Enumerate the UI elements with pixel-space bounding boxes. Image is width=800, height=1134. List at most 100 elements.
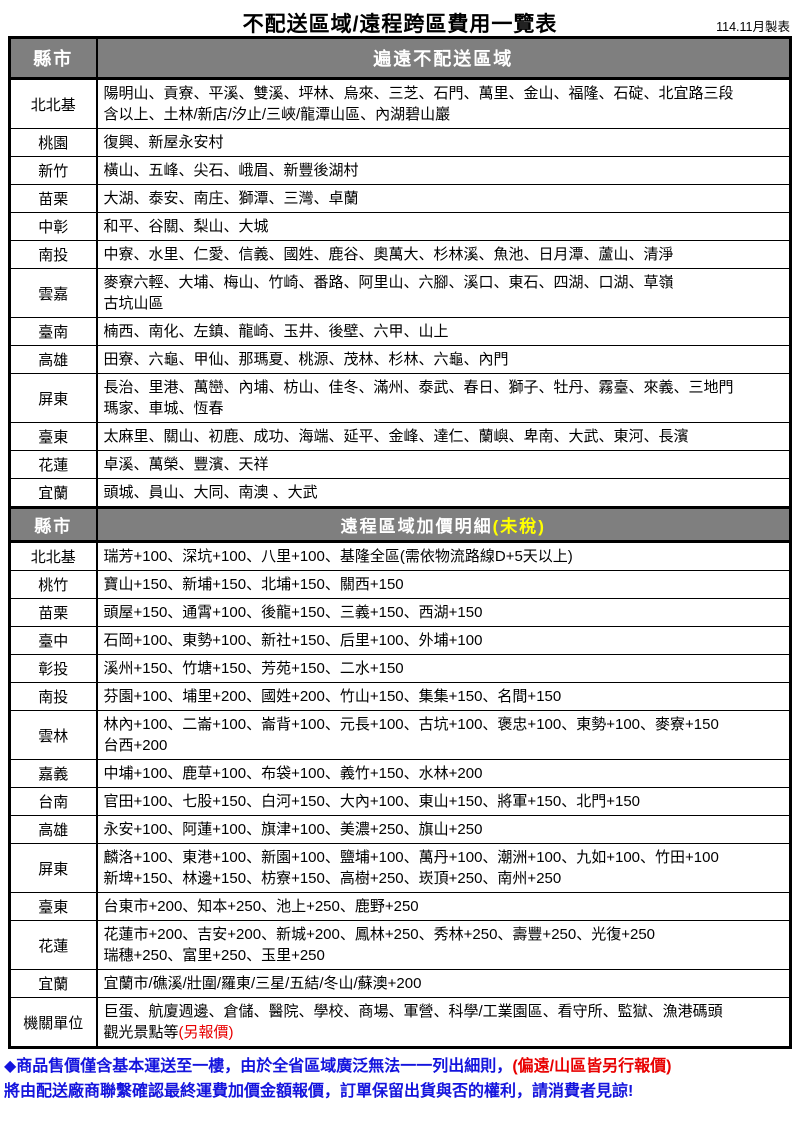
table-row: 南投 芬園+100、埔里+200、國姓+200、竹山+150、集集+150、名間+… (9, 682, 791, 711)
areas-text: 永安+100、阿蓮+100、旗津+100、美濃+250、旗山+250 (103, 821, 483, 838)
footer-line-2: 將由配送廠商聯繫確認最終運費加價金額報價，訂單保留出貨與否的權利，請消費者見諒! (4, 1083, 634, 1100)
table-row: 臺東 台東市+200、知本+250、池上+250、鹿野+250 (9, 892, 791, 921)
areas-text: 溪州+150、竹塘+150、芳苑+150、二水+150 (103, 660, 404, 677)
areas-cell: 陽明山、貢寮、平溪、雙溪、坪林、烏來、三芝、石門、萬里、金山、福隆、石碇、北宜路… (96, 78, 791, 129)
areas-cell: 寶山+150、新埔+150、北埔+150、關西+150 (96, 570, 791, 599)
county-cell: 南投 (9, 240, 98, 269)
areas-cell: 溪州+150、竹塘+150、芳苑+150、二水+150 (96, 654, 791, 683)
county-cell: 花蓮 (9, 920, 98, 970)
footer-line1-text: ◆商品售價僅含基本運送至一樓，由於全省區域廣泛無法一一列出細則， (4, 1058, 513, 1075)
table-row: 中彰 和平、谷關、梨山、大城 (9, 212, 791, 241)
areas-text: 芬園+100、埔里+200、國姓+200、竹山+150、集集+150、名間+15… (103, 688, 562, 705)
page-title: 不配送區域/遠程跨區費用一覽表 (242, 13, 558, 36)
county-cell: 南投 (9, 682, 98, 711)
title-bar: 不配送區域/遠程跨區費用一覽表 114.11月製表 (0, 0, 800, 36)
areas-cell: 麟洛+100、東港+100、新園+100、鹽埔+100、萬丹+100、潮洲+10… (96, 843, 791, 893)
surcharge-section: 縣市 遠程區域加價明細(未稅) 北北基 瑞芳+100、深坑+100、八里+100、… (9, 506, 791, 1048)
county-cell: 臺東 (9, 892, 98, 921)
county-header: 縣市 (9, 36, 98, 80)
areas-cell: 永安+100、阿蓮+100、旗津+100、美濃+250、旗山+250 (96, 815, 791, 844)
fee-table: 縣市 遍遠不配送區域 北北基 陽明山、貢寮、平溪、雙溪、坪林、烏來、三芝、石門、萬… (8, 36, 792, 1049)
county-cell: 宜蘭 (9, 969, 98, 998)
areas-cell: 太麻里、關山、初鹿、成功、海端、延平、金峰、達仁、蘭嶼、卑南、大武、東河、長濱 (96, 422, 791, 451)
no-delivery-header-row: 縣市 遍遠不配送區域 (9, 36, 791, 80)
areas-cell: 花蓮市+200、吉安+200、新城+200、鳳林+250、秀林+250、壽豐+2… (96, 920, 791, 970)
footer-line1-warning: (偏遠/山區皆另行報價) (512, 1058, 672, 1075)
table-row: 花蓮 卓溪、萬榮、豐濱、天祥 (9, 450, 791, 479)
county-cell: 宜蘭 (9, 478, 98, 508)
areas-text: 林內+100、二崙+100、崙背+100、元長+100、古坑+100、褒忠+10… (103, 716, 719, 754)
table-row: 屏東 長治、里港、萬巒、內埔、枋山、佳冬、滿州、泰武、春日、獅子、牡丹、霧臺、來義… (9, 373, 791, 423)
areas-text: 中寮、水里、仁愛、信義、國姓、鹿谷、奧萬大、杉林溪、魚池、日月潭、蘆山、清淨 (103, 246, 674, 263)
table-row: 彰投 溪州+150、竹塘+150、芳苑+150、二水+150 (9, 654, 791, 683)
areas-text: 官田+100、七股+150、白河+150、大內+100、東山+150、將軍+15… (103, 793, 641, 810)
areas-text: 和平、谷關、梨山、大城 (103, 218, 269, 235)
areas-cell: 中埔+100、鹿草+100、布袋+100、義竹+150、水林+200 (96, 759, 791, 788)
table-row: 台南 官田+100、七股+150、白河+150、大內+100、東山+150、將軍+… (9, 787, 791, 816)
no-delivery-area-header: 遍遠不配送區域 (96, 36, 791, 80)
table-row: 高雄 永安+100、阿蓮+100、旗津+100、美濃+250、旗山+250 (9, 815, 791, 844)
county-cell: 新竹 (9, 156, 98, 185)
date-note: 114.11月製表 (716, 20, 790, 34)
areas-cell: 中寮、水里、仁愛、信義、國姓、鹿谷、奧萬大、杉林溪、魚池、日月潭、蘆山、清淨 (96, 240, 791, 269)
table-row: 臺南 楠西、南化、左鎮、龍崎、玉井、後壁、六甲、山上 (9, 317, 791, 346)
no-delivery-section: 縣市 遍遠不配送區域 北北基 陽明山、貢寮、平溪、雙溪、坪林、烏來、三芝、石門、萬… (9, 36, 791, 508)
table-row: 嘉義 中埔+100、鹿草+100、布袋+100、義竹+150、水林+200 (9, 759, 791, 788)
areas-cell: 長治、里港、萬巒、內埔、枋山、佳冬、滿州、泰武、春日、獅子、牡丹、霧臺、來義、三… (96, 373, 791, 423)
areas-cell: 石岡+100、東勢+100、新社+150、后里+100、外埔+100 (96, 626, 791, 655)
areas-cell: 林內+100、二崙+100、崙背+100、元長+100、古坑+100、褒忠+10… (96, 710, 791, 760)
county-cell: 北北基 (9, 541, 98, 571)
county-cell: 臺中 (9, 626, 98, 655)
areas-text: 太麻里、關山、初鹿、成功、海端、延平、金峰、達仁、蘭嶼、卑南、大武、東河、長濱 (103, 428, 689, 445)
surcharge-header-row: 縣市 遠程區域加價明細(未稅) (9, 506, 791, 543)
areas-text: 頭屋+150、通霄+100、後龍+150、三義+150、西湖+150 (103, 604, 483, 621)
county-cell: 機關單位 (9, 997, 98, 1048)
table-row: 苗栗 大湖、泰安、南庄、獅潭、三灣、卓蘭 (9, 184, 791, 213)
county-cell: 屏東 (9, 373, 98, 423)
county-cell: 屏東 (9, 843, 98, 893)
county-cell: 臺南 (9, 317, 98, 346)
areas-text: 花蓮市+200、吉安+200、新城+200、鳳林+250、秀林+250、壽豐+2… (103, 926, 656, 964)
areas-cell: 楠西、南化、左鎮、龍崎、玉井、後壁、六甲、山上 (96, 317, 791, 346)
areas-text: 麥寮六輕、大埔、梅山、竹崎、番路、阿里山、六腳、溪口、東石、四湖、口湖、草嶺 古… (103, 274, 674, 312)
surcharge-area-header: 遠程區域加價明細(未稅) (96, 506, 791, 543)
table-row: 桃園 復興、新屋永安村 (9, 128, 791, 157)
areas-price-note: (另報價) (178, 1024, 234, 1041)
table-row: 北北基 陽明山、貢寮、平溪、雙溪、坪林、烏來、三芝、石門、萬里、金山、福隆、石碇、… (9, 78, 791, 129)
table-row: 雲嘉 麥寮六輕、大埔、梅山、竹崎、番路、阿里山、六腳、溪口、東石、四湖、口湖、草嶺… (9, 268, 791, 318)
areas-cell: 橫山、五峰、尖石、峨眉、新豐後湖村 (96, 156, 791, 185)
county-cell: 台南 (9, 787, 98, 816)
table-row: 南投 中寮、水里、仁愛、信義、國姓、鹿谷、奧萬大、杉林溪、魚池、日月潭、蘆山、清淨 (9, 240, 791, 269)
county-cell: 桃竹 (9, 570, 98, 599)
county-cell: 雲林 (9, 710, 98, 760)
table-row: 臺中 石岡+100、東勢+100、新社+150、后里+100、外埔+100 (9, 626, 791, 655)
county-cell: 花蓮 (9, 450, 98, 479)
tax-excluded-note: (未稅) (492, 517, 546, 536)
county-cell: 高雄 (9, 345, 98, 374)
areas-text: 陽明山、貢寮、平溪、雙溪、坪林、烏來、三芝、石門、萬里、金山、福隆、石碇、北宜路… (103, 85, 734, 123)
areas-text: 麟洛+100、東港+100、新園+100、鹽埔+100、萬丹+100、潮洲+10… (103, 849, 719, 887)
areas-text: 大湖、泰安、南庄、獅潭、三灣、卓蘭 (103, 190, 359, 207)
areas-text: 頭城、員山、大同、南澳 、大武 (103, 484, 318, 501)
areas-text: 石岡+100、東勢+100、新社+150、后里+100、外埔+100 (103, 632, 483, 649)
areas-cell: 官田+100、七股+150、白河+150、大內+100、東山+150、將軍+15… (96, 787, 791, 816)
areas-text: 巨蛋、航廈週邊、倉儲、醫院、學校、商場、軍營、科學/工業園區、看守所、監獄、漁港… (103, 1003, 723, 1041)
areas-cell: 芬園+100、埔里+200、國姓+200、竹山+150、集集+150、名間+15… (96, 682, 791, 711)
areas-text: 復興、新屋永安村 (103, 134, 224, 151)
areas-cell: 麥寮六輕、大埔、梅山、竹崎、番路、阿里山、六腳、溪口、東石、四湖、口湖、草嶺 古… (96, 268, 791, 318)
areas-text: 長治、里港、萬巒、內埔、枋山、佳冬、滿州、泰武、春日、獅子、牡丹、霧臺、來義、三… (103, 379, 734, 417)
areas-cell: 瑞芳+100、深坑+100、八里+100、基隆全區(需依物流路線D+5天以上) (96, 541, 791, 571)
table-row: 臺東 太麻里、關山、初鹿、成功、海端、延平、金峰、達仁、蘭嶼、卑南、大武、東河、長… (9, 422, 791, 451)
table-row: 花蓮 花蓮市+200、吉安+200、新城+200、鳳林+250、秀林+250、壽豐… (9, 920, 791, 970)
areas-cell: 巨蛋、航廈週邊、倉儲、醫院、學校、商場、軍營、科學/工業園區、看守所、監獄、漁港… (96, 997, 791, 1048)
areas-text: 台東市+200、知本+250、池上+250、鹿野+250 (103, 898, 419, 915)
areas-cell: 頭城、員山、大同、南澳 、大武 (96, 478, 791, 508)
areas-text: 中埔+100、鹿草+100、布袋+100、義竹+150、水林+200 (103, 765, 483, 782)
county-cell: 北北基 (9, 78, 98, 129)
table-row: 新竹 橫山、五峰、尖石、峨眉、新豐後湖村 (9, 156, 791, 185)
areas-text: 瑞芳+100、深坑+100、八里+100、基隆全區(需依物流路線D+5天以上) (103, 548, 573, 565)
areas-cell: 宜蘭市/礁溪/壯圍/羅東/三星/五結/冬山/蘇澳+200 (96, 969, 791, 998)
table-row: 高雄 田寮、六龜、甲仙、那瑪夏、桃源、茂林、杉林、六龜、內門 (9, 345, 791, 374)
footer-line-1: ◆商品售價僅含基本運送至一樓，由於全省區域廣泛無法一一列出細則，(偏遠/山區皆另… (4, 1054, 794, 1079)
